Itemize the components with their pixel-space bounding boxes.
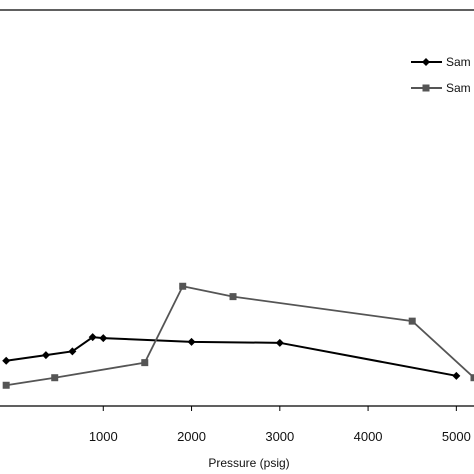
x-tick-label: 5000 — [442, 429, 471, 444]
series-2-point — [2, 381, 10, 389]
legend-marker — [422, 84, 430, 92]
series-2-line — [6, 285, 474, 387]
legend-marker — [422, 58, 430, 66]
series-1-point — [41, 351, 50, 360]
x-tick-label: 2000 — [177, 429, 206, 444]
x-tick-label: 4000 — [354, 429, 383, 444]
legend-item-2: Sam — [411, 81, 471, 95]
x-axis-label: Pressure (psig) — [208, 456, 289, 470]
series-2-point — [141, 359, 149, 367]
x-axis-ticks: 1000 2000 3000 4000 5000 — [89, 406, 471, 444]
x-tick-label: 3000 — [265, 429, 294, 444]
series-2-point — [179, 282, 187, 290]
series-1-point — [2, 356, 11, 365]
series-1-point — [452, 371, 461, 380]
series-1 — [2, 333, 461, 380]
legend-label: Sam — [446, 81, 471, 95]
plot-frame — [0, 9, 474, 407]
series-2-point — [51, 374, 59, 382]
x-tick-label: 1000 — [89, 429, 118, 444]
series-2 — [2, 282, 474, 389]
series-2-point — [408, 317, 416, 325]
series-1-line — [6, 336, 457, 377]
series-layer — [2, 282, 474, 389]
legend: Sam Sam — [411, 55, 471, 95]
series-1-point — [99, 334, 108, 343]
series-1-point — [275, 338, 284, 347]
series-1-point — [187, 337, 196, 346]
legend-label: Sam — [446, 55, 471, 69]
series-2-point — [470, 374, 474, 382]
series-1-point — [88, 333, 97, 342]
series-2-point — [229, 293, 237, 301]
series-1-point — [68, 347, 77, 356]
legend-item-1: Sam — [411, 55, 471, 69]
